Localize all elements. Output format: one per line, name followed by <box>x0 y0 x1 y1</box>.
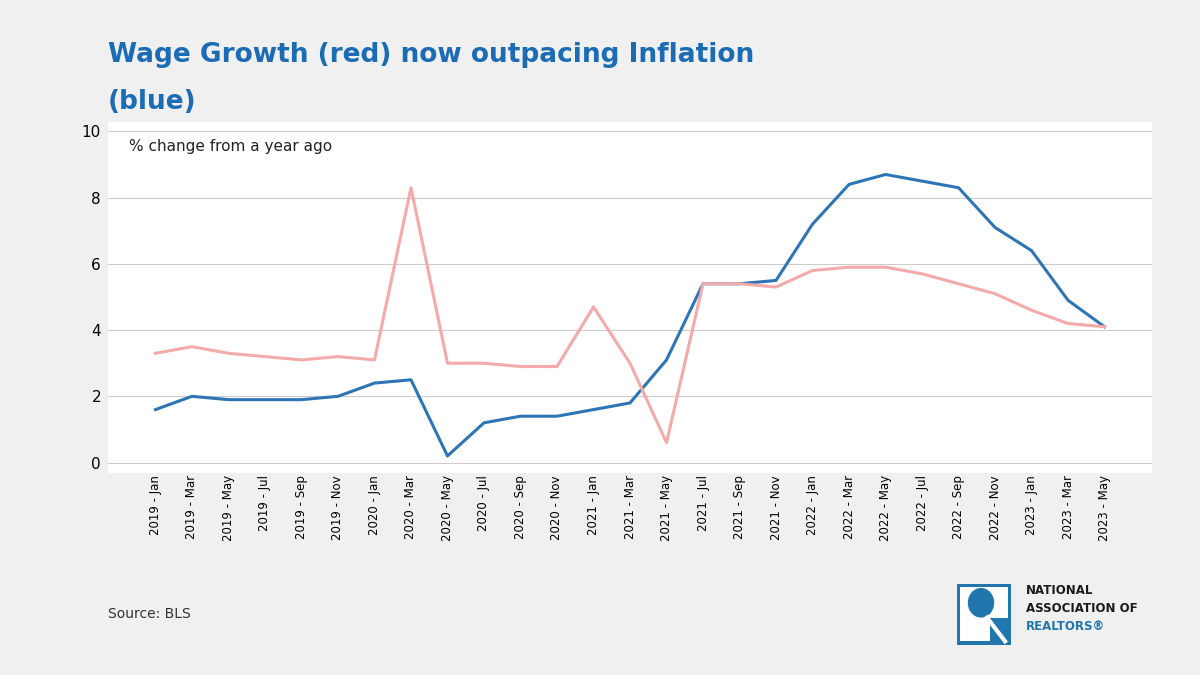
Text: (blue): (blue) <box>108 88 197 115</box>
Text: NATIONAL: NATIONAL <box>1026 584 1093 597</box>
Circle shape <box>967 588 995 618</box>
Text: Wage Growth (red) now outpacing Inflation: Wage Growth (red) now outpacing Inflatio… <box>108 41 755 68</box>
Text: ASSOCIATION OF: ASSOCIATION OF <box>1026 602 1138 615</box>
Text: % change from a year ago: % change from a year ago <box>128 139 332 154</box>
Bar <box>974 587 1008 618</box>
FancyBboxPatch shape <box>958 584 1012 645</box>
Bar <box>960 587 974 641</box>
Bar <box>974 618 990 641</box>
Text: REALTORS®: REALTORS® <box>1026 620 1105 633</box>
Text: Source: BLS: Source: BLS <box>108 608 191 622</box>
